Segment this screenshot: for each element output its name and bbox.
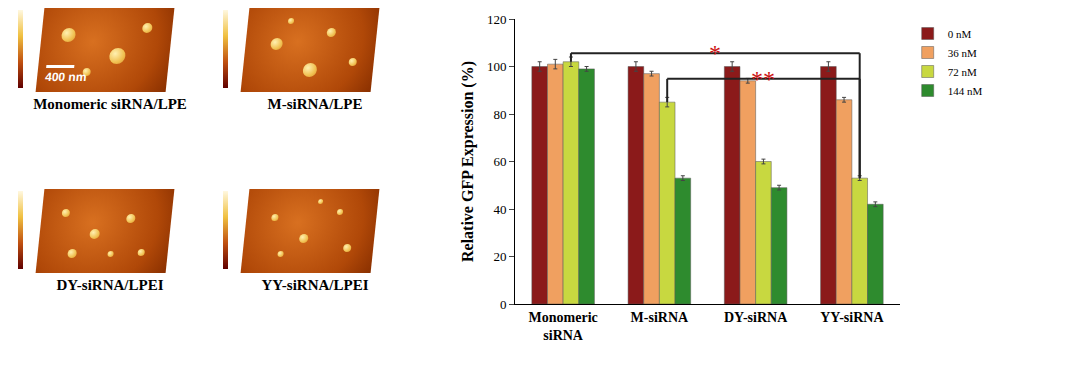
svg-text:144 nM: 144 nM xyxy=(948,85,983,97)
svg-text:*: * xyxy=(709,40,721,66)
svg-text:100: 100 xyxy=(487,59,507,74)
svg-text:20: 20 xyxy=(493,249,506,264)
svg-text:0 nM: 0 nM xyxy=(948,28,972,40)
svg-text:120: 120 xyxy=(487,12,507,27)
html-text:YY-siRNA/LPEI: YY-siRNA/LPEI xyxy=(261,277,369,293)
svg-text:72 nM: 72 nM xyxy=(948,66,977,78)
svg-text:60: 60 xyxy=(493,154,506,169)
svg-text:**: ** xyxy=(751,66,775,92)
svg-text:Relative GFP Expression (%): Relative GFP Expression (%) xyxy=(459,61,477,262)
html-text:400 nm: 400 nm xyxy=(44,70,88,84)
html-text:Monomeric siRNA/LPE: Monomeric siRNA/LPE xyxy=(33,96,187,112)
svg-text:0: 0 xyxy=(500,297,507,312)
svg-text:80: 80 xyxy=(493,107,506,122)
svg-text:36 nM: 36 nM xyxy=(948,47,977,59)
html-text:M-siRNA/LPE: M-siRNA/LPE xyxy=(267,96,363,112)
svg-text:40: 40 xyxy=(493,202,506,217)
svg-text:M-siRNA: M-siRNA xyxy=(631,310,689,325)
html-text:DY-siRNA/LPEI: DY-siRNA/LPEI xyxy=(56,277,164,293)
svg-text:YY-siRNA: YY-siRNA xyxy=(820,310,884,325)
svg-text:DY-siRNA: DY-siRNA xyxy=(724,310,788,325)
svg-text:MonomericsiRNA: MonomericsiRNA xyxy=(529,310,598,343)
